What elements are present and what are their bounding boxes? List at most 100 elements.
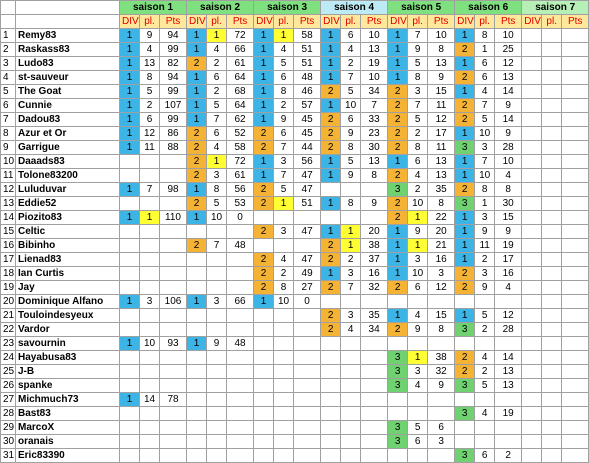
empty-cell <box>186 252 208 267</box>
place-cell: 6 <box>407 434 429 449</box>
empty-cell <box>561 378 589 393</box>
place-cell: 2 <box>273 266 295 281</box>
place-cell: 8 <box>273 280 295 295</box>
player-name: Hayabusa83 <box>15 350 120 365</box>
div-cell: 3 <box>387 182 409 197</box>
div-cell: 1 <box>320 70 342 85</box>
div-cell: 2 <box>320 252 342 267</box>
points-cell: 38 <box>360 238 389 253</box>
div-cell: 2 <box>320 238 342 253</box>
empty-cell <box>541 168 563 183</box>
place-cell: 2 <box>139 98 160 113</box>
empty-cell <box>253 406 275 421</box>
sub-header: Pts <box>360 14 389 29</box>
points-cell: 99 <box>158 112 188 127</box>
place-cell: 10 <box>474 168 496 183</box>
sub-header: DIV <box>253 14 275 29</box>
row: DIV pl. Pts DIV pl. Pts DIV pl. Pts DIV pl. Pts DIV p… <box>0 14 589 29</box>
empty-cell <box>139 378 160 393</box>
empty-cell <box>521 364 543 379</box>
place-cell: 4 <box>273 252 295 267</box>
empty-cell <box>561 154 589 169</box>
empty-cell <box>158 252 188 267</box>
row-number: 8 <box>0 126 16 141</box>
empty-cell <box>226 224 255 239</box>
div-cell: 1 <box>186 70 208 85</box>
empty-cell <box>320 210 342 225</box>
place-cell: 10 <box>206 210 228 225</box>
points-cell: 48 <box>226 336 255 351</box>
div-cell: 2 <box>387 280 409 295</box>
empty-cell <box>253 378 275 393</box>
empty-cell <box>273 336 295 351</box>
empty-cell <box>387 336 409 351</box>
div-cell: 1 <box>454 56 476 71</box>
empty-cell <box>561 126 589 141</box>
points-cell: 13 <box>427 56 456 71</box>
row: 5 The Goat 1 5 99 1 2 68 1 8 46 2 5 34 2 3 15 1 4 14 <box>0 84 589 99</box>
place-cell: 3 <box>407 364 429 379</box>
empty-cell <box>253 392 275 407</box>
place-cell: 6 <box>273 126 295 141</box>
empty-cell <box>454 294 476 309</box>
row: 17 Lienad83 2 4 47 2 2 37 1 3 16 1 2 17 <box>0 252 589 267</box>
empty-cell <box>541 224 563 239</box>
points-cell: 30 <box>494 196 523 211</box>
div-cell: 1 <box>387 28 409 43</box>
points-cell: 14 <box>494 112 523 127</box>
empty-cell <box>119 280 140 295</box>
empty-cell <box>253 336 275 351</box>
sub-header: pl. <box>139 14 160 29</box>
sub-header: pl. <box>340 14 362 29</box>
empty-cell <box>119 224 140 239</box>
empty-cell <box>521 238 543 253</box>
empty-cell <box>427 336 456 351</box>
points-cell: 8 <box>494 182 523 197</box>
place-cell: 6 <box>206 70 228 85</box>
place-cell: 5 <box>340 84 362 99</box>
empty-cell <box>521 126 543 141</box>
div-cell: 2 <box>454 350 476 365</box>
player-name: Remy83 <box>15 28 120 43</box>
empty-cell <box>186 308 208 323</box>
empty-cell <box>186 448 208 463</box>
empty-cell <box>360 392 389 407</box>
place-cell: 1 <box>139 210 160 225</box>
div-cell: 2 <box>387 210 409 225</box>
empty-cell <box>541 84 563 99</box>
empty-cell <box>139 252 160 267</box>
season-header: saison 5 <box>387 0 456 15</box>
empty-cell <box>521 168 543 183</box>
points-cell: 72 <box>226 154 255 169</box>
points-cell: 47 <box>293 252 322 267</box>
points-cell: 35 <box>427 182 456 197</box>
place-cell: 7 <box>340 280 362 295</box>
empty-cell <box>521 112 543 127</box>
div-cell: 1 <box>320 168 342 183</box>
corner <box>0 14 16 29</box>
place-cell: 2 <box>407 182 429 197</box>
empty-cell <box>253 308 275 323</box>
points-cell: 72 <box>226 28 255 43</box>
empty-cell <box>360 378 389 393</box>
div-cell: 1 <box>387 224 409 239</box>
empty-cell <box>293 448 322 463</box>
empty-cell <box>521 294 543 309</box>
place-cell: 7 <box>139 182 160 197</box>
empty-cell <box>360 364 389 379</box>
empty-cell <box>273 308 295 323</box>
div-cell: 1 <box>320 154 342 169</box>
empty-cell <box>206 406 228 421</box>
place-cell: 8 <box>474 182 496 197</box>
empty-cell <box>541 182 563 197</box>
empty-cell <box>186 280 208 295</box>
place-cell: 1 <box>407 210 429 225</box>
points-cell: 15 <box>494 210 523 225</box>
empty-cell <box>541 266 563 281</box>
div-cell: 1 <box>387 252 409 267</box>
points-cell: 10 <box>494 154 523 169</box>
empty-cell <box>186 420 208 435</box>
div-cell: 1 <box>119 70 140 85</box>
empty-cell <box>387 406 409 421</box>
place-cell: 3 <box>206 168 228 183</box>
